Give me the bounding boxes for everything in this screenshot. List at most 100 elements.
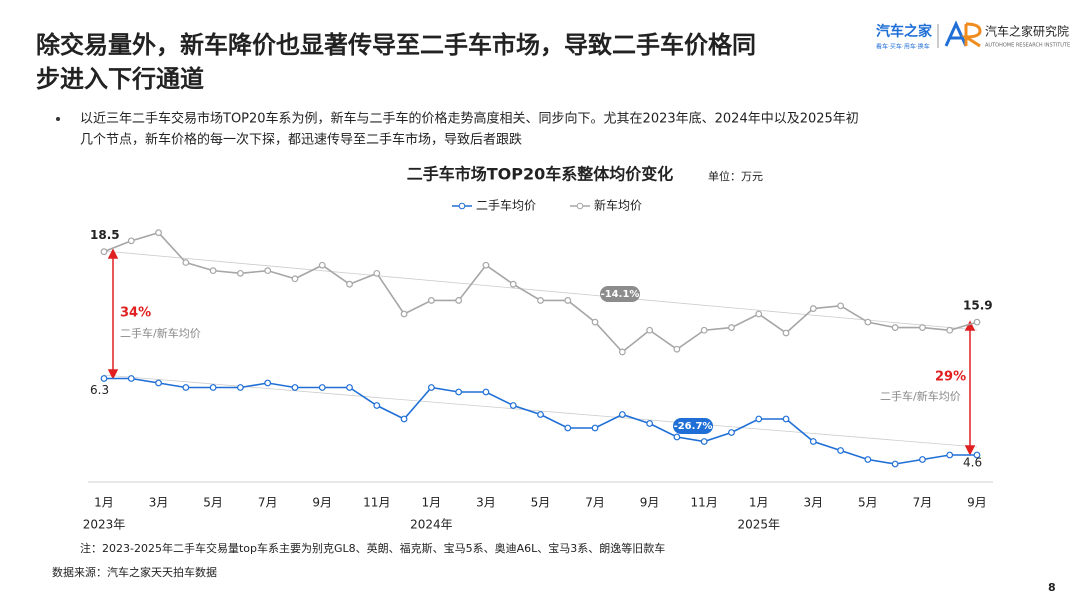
data-point xyxy=(455,297,463,304)
annotation: 二手车/新车均价 xyxy=(120,326,201,340)
page-number: 8 xyxy=(1048,581,1056,594)
data-label: 18.5 xyxy=(90,228,120,242)
x-group-label: 2025年 xyxy=(737,518,780,532)
bullet-text: 以近三年二手车交易市场TOP20车系为例，新车与二手车的价格走势高度相关、同步向… xyxy=(80,111,859,127)
data-point xyxy=(291,275,299,283)
logo: 汽车之家 看车·买车·用车·换车 汽车之家研究院 AUTOHOME RESEAR… xyxy=(876,20,1070,51)
data-point xyxy=(318,261,326,269)
data-point xyxy=(891,460,899,468)
data-point xyxy=(400,415,408,423)
data-point xyxy=(482,388,490,396)
data-point xyxy=(755,415,763,423)
data-point xyxy=(864,456,872,463)
x-tick-label: 1月 xyxy=(94,496,114,510)
data-point xyxy=(209,267,217,275)
data-point xyxy=(100,375,108,382)
data-label: 15.9 xyxy=(963,299,993,313)
data-point xyxy=(182,384,190,391)
data-point xyxy=(946,451,954,459)
data-point xyxy=(919,456,926,463)
legend-label: 新车均价 xyxy=(594,198,642,213)
source: 数据来源：汽车之家天天拍车数据 xyxy=(52,565,217,579)
data-point xyxy=(373,402,381,409)
data-point xyxy=(809,305,817,312)
logo-icon xyxy=(944,20,968,47)
data-point xyxy=(646,326,654,334)
trend-line xyxy=(103,374,978,448)
data-point xyxy=(155,229,162,237)
x-group-label: 2023年 xyxy=(83,518,126,532)
data-point xyxy=(755,310,763,318)
legend-label: 二手车均价 xyxy=(476,198,536,213)
data-point xyxy=(591,424,599,432)
data-point xyxy=(127,375,135,382)
data-point xyxy=(673,433,681,441)
x-tick-label: 5月 xyxy=(203,496,223,510)
data-point xyxy=(700,326,708,334)
annotation-pill xyxy=(600,286,640,302)
x-tick-label: 7月 xyxy=(913,496,933,510)
data-point xyxy=(837,447,844,454)
data-point xyxy=(427,297,435,304)
data-label: 4.6 xyxy=(963,456,982,470)
logo-brand-sub: 看车·买车·用车·换车 xyxy=(876,43,930,51)
data-point xyxy=(537,411,544,418)
x-tick-label: 7月 xyxy=(585,496,605,510)
x-tick-label: 3月 xyxy=(803,496,823,510)
data-point xyxy=(837,302,844,310)
data-point xyxy=(618,411,626,418)
data-point xyxy=(346,280,353,288)
x-group-label: 2024年 xyxy=(410,518,453,532)
logo-brand: 汽车之家 xyxy=(876,23,933,40)
data-point xyxy=(673,345,681,353)
x-tick-label: 5月 xyxy=(531,496,551,510)
data-point xyxy=(209,384,217,391)
data-point xyxy=(700,438,708,445)
annotation: -14.1% xyxy=(601,289,640,300)
data-point xyxy=(728,324,735,331)
annotation: 34% xyxy=(120,306,151,321)
x-tick-label: 9月 xyxy=(312,496,332,510)
data-point xyxy=(782,415,790,423)
data-point xyxy=(973,451,981,459)
data-point xyxy=(864,318,872,326)
x-tick-label: 9月 xyxy=(640,496,660,510)
bullet-dot xyxy=(56,117,60,121)
logo-institute: 汽车之家研究院 xyxy=(985,24,1069,39)
annotation-pill xyxy=(673,418,713,434)
legend-swatch xyxy=(576,202,584,210)
data-point xyxy=(646,420,654,427)
data-point xyxy=(346,384,353,391)
series-line xyxy=(104,377,977,465)
data-point xyxy=(509,402,517,409)
data-point xyxy=(782,329,790,337)
x-tick-label: 11月 xyxy=(363,496,390,510)
x-tick-label: 1月 xyxy=(749,496,769,510)
data-point xyxy=(891,324,899,331)
data-point xyxy=(809,438,817,445)
slide-title: 除交易量外，新车降价也显著传导至二手车市场，导致二手车价格同 xyxy=(36,31,756,59)
data-point xyxy=(946,326,954,334)
logo-icon xyxy=(960,22,982,48)
slide-title: 步进入下行通道 xyxy=(36,65,204,93)
x-tick-label: 7月 xyxy=(258,496,278,510)
x-tick-label: 3月 xyxy=(476,496,496,510)
chart-title: 二手车市场TOP20车系整体均价变化 xyxy=(407,165,674,184)
x-tick-label: 3月 xyxy=(149,496,169,510)
data-point xyxy=(100,248,108,256)
x-tick-label: 1月 xyxy=(422,496,442,510)
data-point xyxy=(237,384,244,391)
series-line xyxy=(103,231,978,354)
x-tick-label: 11月 xyxy=(691,496,718,510)
data-label: 6.3 xyxy=(90,383,109,397)
annotation: 二手车/新车均价 xyxy=(880,389,961,403)
note: 注：2023-2025年二手车交易量top车系主要为别克GL8、英朗、福克斯、宝… xyxy=(80,541,665,555)
data-point xyxy=(973,318,981,326)
data-point xyxy=(318,384,326,391)
data-point xyxy=(482,261,490,269)
data-point xyxy=(427,384,435,391)
data-point xyxy=(373,269,381,277)
bullet-text: 几个节点，新车价格的每一次下探，都迅速传导至二手车市场，导致后者跟跌 xyxy=(80,132,522,148)
annotation: 29% xyxy=(935,370,966,385)
